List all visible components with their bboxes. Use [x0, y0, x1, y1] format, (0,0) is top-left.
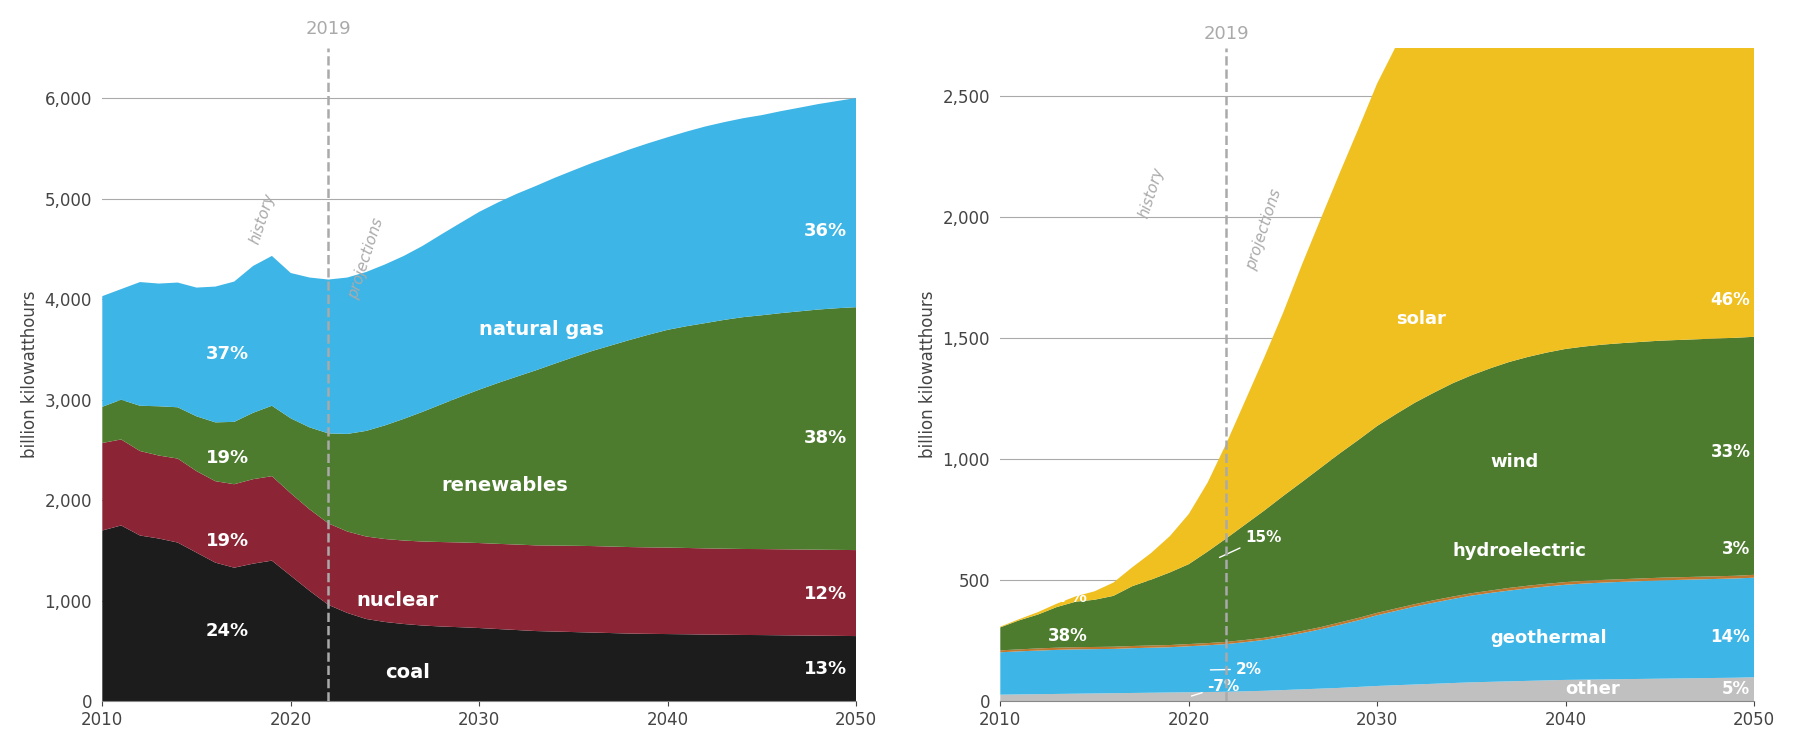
Text: 46%: 46% [1710, 290, 1751, 308]
Text: solar: solar [1395, 310, 1446, 328]
Text: 3%: 3% [1722, 540, 1751, 558]
Text: 13%: 13% [803, 660, 846, 678]
Text: wind: wind [1491, 453, 1539, 471]
Text: coal: coal [384, 663, 429, 682]
Text: natural gas: natural gas [480, 320, 603, 339]
Text: 19%: 19% [207, 532, 250, 550]
Text: 2019: 2019 [1203, 25, 1250, 43]
Text: 24%: 24% [207, 622, 250, 640]
Text: 14%: 14% [1710, 628, 1751, 646]
Text: hydroelectric: hydroelectric [1453, 542, 1586, 560]
Text: other: other [1566, 680, 1620, 698]
Text: 33%: 33% [1710, 443, 1751, 461]
Text: 37%: 37% [1047, 588, 1087, 606]
Y-axis label: billion kilowatthours: billion kilowatthours [920, 291, 938, 458]
Text: nuclear: nuclear [357, 591, 438, 610]
Text: 38%: 38% [1047, 627, 1087, 645]
Y-axis label: billion kilowatthours: billion kilowatthours [22, 291, 40, 458]
Text: 2%: 2% [1211, 662, 1263, 676]
Text: 2019: 2019 [305, 20, 352, 38]
Text: projections: projections [347, 217, 386, 302]
Text: 12%: 12% [803, 585, 846, 603]
Text: 38%: 38% [803, 429, 846, 447]
Text: geothermal: geothermal [1491, 629, 1607, 647]
Text: projections: projections [1245, 187, 1284, 272]
Text: -7%: -7% [1191, 679, 1239, 696]
Text: renewables: renewables [442, 476, 568, 495]
Text: history: history [248, 191, 278, 246]
Text: 36%: 36% [803, 222, 846, 240]
Text: 5%: 5% [1722, 680, 1751, 698]
Text: 19%: 19% [207, 449, 250, 467]
Text: history: history [1135, 166, 1166, 220]
Text: 15%: 15% [1219, 530, 1282, 557]
Text: 37%: 37% [207, 346, 250, 364]
